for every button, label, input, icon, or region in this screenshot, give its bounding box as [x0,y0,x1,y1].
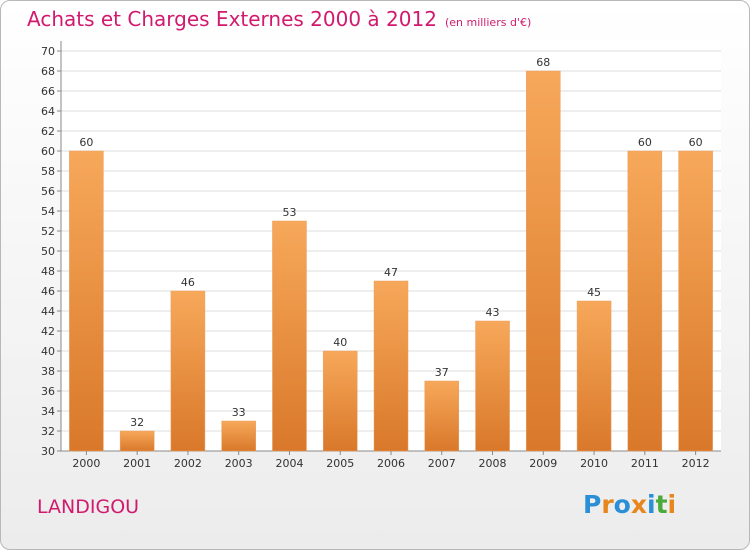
x-tick-label-2012: 2012 [682,457,710,470]
data-label-2009: 68 [536,56,550,69]
data-label-2000: 60 [79,136,93,149]
bar-2003 [221,420,256,452]
y-tick-label: 52 [41,225,55,238]
bar-2005 [322,350,358,452]
x-tick-label-2007: 2007 [428,457,456,470]
y-tick-label: 62 [41,125,55,138]
data-label-2004: 53 [282,206,296,219]
proxiti-logo[interactable]: Proxiti [583,490,676,519]
y-tick-label: 66 [41,85,55,98]
y-tick-label: 54 [41,205,55,218]
chart-title-text: Achats et Charges Externes 2000 à 2012 [27,7,437,31]
y-tick-label: 34 [41,405,55,418]
data-label-2011: 60 [638,136,652,149]
y-tick-label: 30 [41,445,55,458]
x-tick-label-2004: 2004 [275,457,303,470]
logo-letter: P [583,490,602,519]
y-tick-label: 42 [41,325,55,338]
data-label-2012: 60 [689,136,703,149]
bar-2012 [678,150,713,452]
bar-2006 [373,280,409,452]
y-tick-label: 68 [41,65,55,78]
chart-title: Achats et Charges Externes 2000 à 2012 (e… [27,7,531,31]
x-tick-label-2008: 2008 [479,457,507,470]
y-tick-label: 64 [41,105,55,118]
y-tick-label: 36 [41,385,55,398]
bar-2002 [170,290,206,452]
data-label-2007: 37 [435,366,449,379]
bar-2011 [627,150,663,452]
bar-2008 [475,320,510,452]
logo-letter: o [613,490,631,519]
x-tick-label-2001: 2001 [123,457,151,470]
x-tick-label-2002: 2002 [174,457,202,470]
data-label-2008: 43 [486,306,500,319]
x-tick-label-2010: 2010 [580,457,608,470]
y-tick-label: 48 [41,265,55,278]
y-tick-label: 38 [41,365,55,378]
y-tick-label: 44 [41,305,55,318]
y-tick-label: 60 [41,145,55,158]
bar-2004 [272,220,307,452]
data-label-2002: 46 [181,276,195,289]
data-label-2003: 33 [232,406,246,419]
y-tick-label: 32 [41,425,55,438]
logo-letter: i [647,490,656,519]
y-tick-label: 58 [41,165,55,178]
data-label-2001: 32 [130,416,144,429]
chart-unit: (en milliers d'€) [444,16,532,29]
bar-2000 [69,150,104,452]
logo-letter: x [630,490,647,519]
x-tick-label-2005: 2005 [326,457,354,470]
data-label-2006: 47 [384,266,398,279]
y-tick-label: 40 [41,345,55,358]
data-label-2005: 40 [333,336,347,349]
x-tick-label-2011: 2011 [631,457,659,470]
bar-2009 [526,70,561,452]
bar-2010 [576,300,612,452]
logo-letter: r [601,490,614,519]
logo-letter: i [667,490,677,519]
x-tick-label-2003: 2003 [225,457,253,470]
y-tick-label: 46 [41,285,55,298]
y-tick-label: 50 [41,245,55,258]
bar-2001 [119,430,155,452]
x-tick-label-2000: 2000 [72,457,100,470]
y-tick-label: 56 [41,185,55,198]
bar-2007 [424,380,460,452]
y-tick-label: 70 [41,45,55,58]
logo-letter: t [655,490,668,519]
data-label-2010: 45 [587,286,601,299]
x-tick-label-2009: 2009 [529,457,557,470]
x-tick-label-2006: 2006 [377,457,405,470]
city-name: LANDIGOU [37,496,140,518]
